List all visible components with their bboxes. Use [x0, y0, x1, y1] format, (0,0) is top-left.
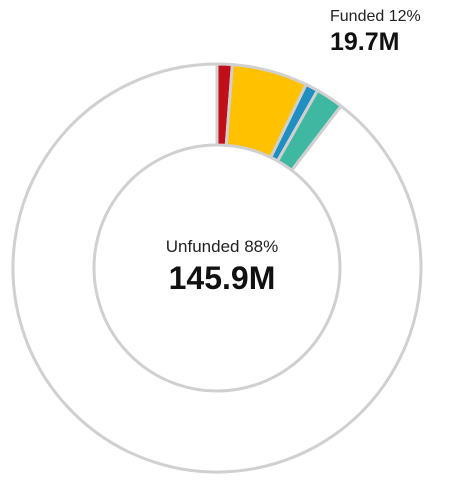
donut-segment-4: [11, 62, 423, 474]
unfunded-value: 145.9M: [168, 260, 276, 296]
unfunded-caption: Unfunded 88%: [165, 237, 279, 256]
funded-caption: Funded 12%: [330, 8, 421, 25]
funded-value: 19.7M: [330, 28, 400, 56]
funded-summary: Funded 12% 19.7M: [330, 7, 450, 57]
unfunded-summary: Unfunded 88% 145.9M: [0, 236, 456, 298]
